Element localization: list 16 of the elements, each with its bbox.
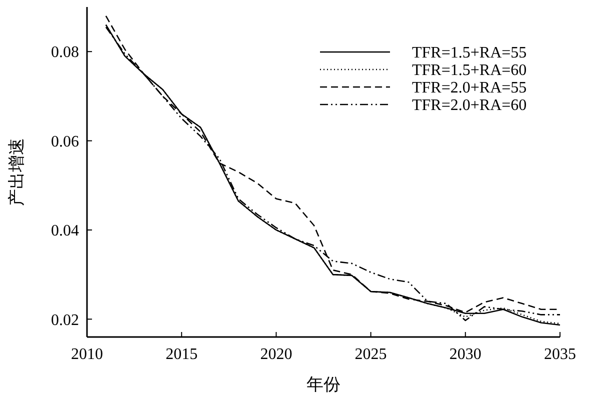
- legend-label: TFR=2.0+RA=55: [412, 80, 527, 97]
- x-tick-label: 2030: [449, 346, 482, 363]
- y-tick-label: 0.06: [51, 133, 79, 150]
- x-tick-label: 2010: [71, 346, 103, 363]
- x-tick-label: 2025: [354, 346, 387, 363]
- y-tick-label: 0.02: [51, 312, 79, 329]
- x-tick-label: 2020: [260, 346, 292, 363]
- legend-label: TFR=2.0+RA=60: [412, 97, 527, 114]
- y-axis-title: 产出增速: [7, 138, 26, 206]
- legend-label: TFR=1.5+RA=60: [412, 62, 527, 80]
- x-axis-title: 年份: [306, 375, 340, 394]
- x-tick-label: 2035: [544, 346, 576, 363]
- x-tick-label: 2015: [166, 346, 198, 363]
- y-tick-label: 0.08: [51, 44, 79, 62]
- legend-label: TFR=1.5+RA=55: [412, 44, 527, 62]
- y-tick-label: 0.04: [51, 222, 79, 240]
